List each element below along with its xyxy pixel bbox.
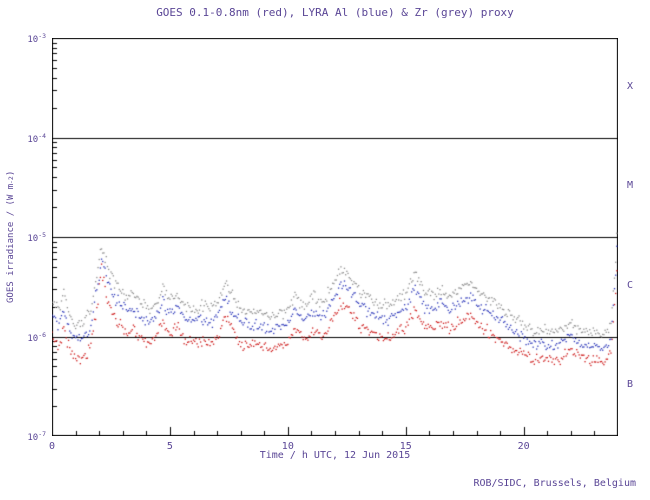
x-tick-label: 10 [281, 441, 294, 452]
plot-area-canvas [52, 38, 618, 436]
flare-class-label: B [627, 379, 634, 391]
chart-title: GOES 0.1-0.8nm (red), LYRA Al (blue) & Z… [156, 6, 514, 19]
x-axis-label: Time / h UTC, 12 Jun 2015 [259, 450, 411, 461]
y-tick-label: 10-5 [27, 231, 46, 244]
credit-footer: ROB/SIDC, Brussels, Belgium [473, 478, 636, 489]
y-tick-label: 10-3 [27, 32, 46, 45]
y-axis-label-exponent: -2 [7, 176, 15, 184]
x-tick-label: 20 [517, 441, 530, 452]
y-tick-label: 10-7 [27, 430, 46, 443]
flare-class-label: M [627, 180, 634, 192]
y-tick-label: 10-4 [27, 131, 46, 145]
flare-class-label: C [627, 279, 634, 291]
y-tick-label: 10-6 [27, 330, 46, 344]
y-axis-label-close: ) [6, 170, 16, 177]
x-tick-label: 0 [48, 441, 56, 452]
x-tick-label: 15 [399, 441, 412, 452]
x-tick-label: 5 [166, 441, 173, 452]
flare-class-label: X [627, 80, 634, 92]
